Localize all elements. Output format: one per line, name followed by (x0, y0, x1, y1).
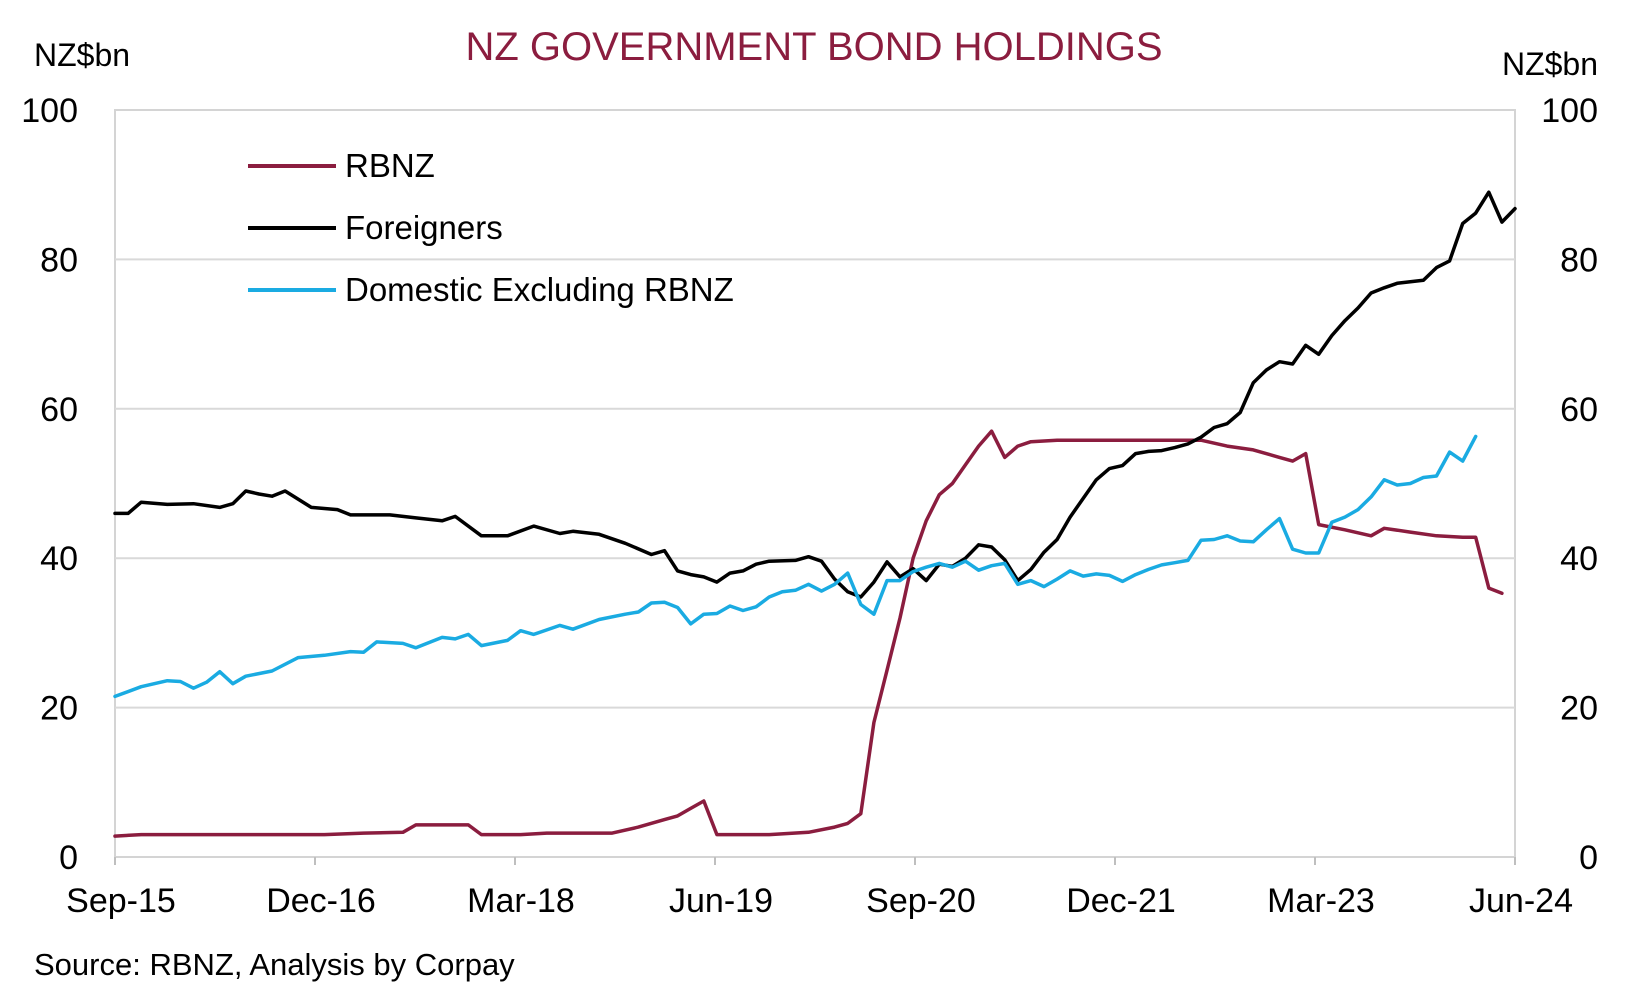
plot-border (114, 109, 1516, 858)
series-line-2 (113, 434, 1478, 699)
plot-area (114, 109, 1516, 858)
chart-title: NZ GOVERNMENT BOND HOLDINGS (465, 25, 1162, 69)
y-tick-label-left: 60 (40, 391, 78, 429)
y-tick-label-right: 20 (1560, 690, 1598, 728)
x-tick-label: Jun-24 (1469, 882, 1573, 920)
series-lines (113, 190, 1517, 838)
y-tick-label-right: 40 (1560, 540, 1598, 578)
right-y-axis: 0 20 40 60 80 100 (1541, 92, 1598, 877)
y-tick-label-left: 20 (40, 690, 78, 728)
x-tick-label: Mar-18 (467, 882, 575, 920)
x-tick-label: Dec-16 (266, 882, 376, 920)
x-tick-label: Dec-21 (1066, 882, 1176, 920)
right-axis-unit: NZ$bn (1502, 46, 1598, 82)
y-tick-label-left: 40 (40, 540, 78, 578)
x-tick-label: Jun-19 (669, 882, 773, 920)
left-axis-unit: NZ$bn (34, 37, 130, 73)
gridlines (115, 258, 1515, 709)
y-tick-label-right: 100 (1541, 92, 1598, 130)
y-tick-label-right: 80 (1560, 241, 1598, 279)
y-tick-label-left: 0 (59, 839, 78, 877)
x-tick-label: Sep-20 (866, 882, 976, 920)
x-tick-label: Mar-23 (1267, 882, 1375, 920)
legend-label: Domestic Excluding RBNZ (345, 271, 734, 308)
y-tick-label-left: 80 (40, 241, 78, 279)
series-line-0 (113, 429, 1504, 838)
x-axis: Sep-15 Dec-16 Mar-18 Jun-19 Sep-20 Dec-21 Mar-… (66, 857, 1573, 920)
left-y-axis: 0 20 40 60 80 100 (21, 92, 78, 877)
legend-label: Foreigners (345, 209, 503, 246)
y-tick-label-right: 0 (1579, 839, 1598, 877)
x-tick-label: Sep-15 (66, 882, 176, 920)
series-line-1 (113, 190, 1517, 599)
legend-label: RBNZ (345, 147, 435, 184)
legend: RBNZ Foreigners Domestic Excluding RBNZ (248, 147, 734, 308)
y-tick-label-right: 60 (1560, 391, 1598, 429)
source-note: Source: RBNZ, Analysis by Corpay (34, 947, 515, 982)
y-tick-label-left: 100 (21, 92, 78, 130)
